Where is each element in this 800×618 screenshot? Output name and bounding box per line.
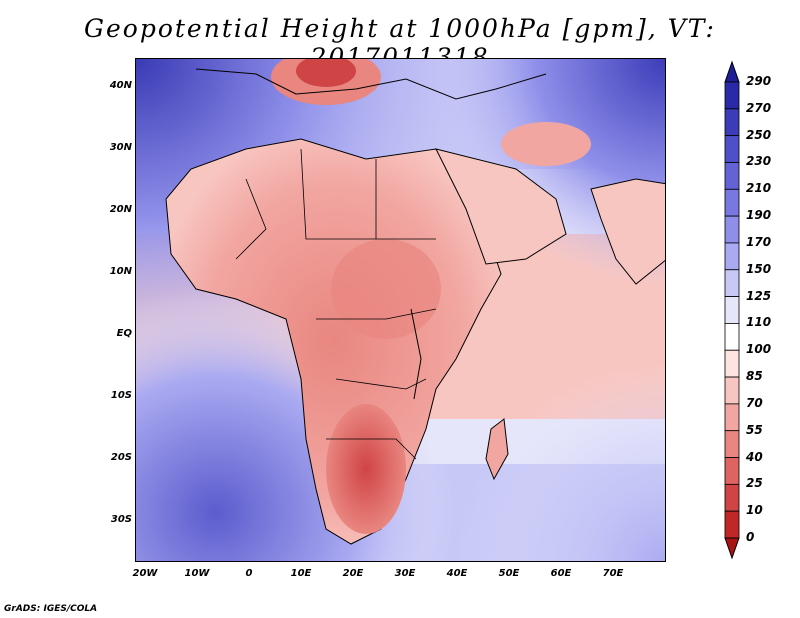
colorbar-tick-label: 270 bbox=[746, 100, 772, 115]
colorbar-swatch bbox=[724, 510, 740, 539]
colorbar-swatch bbox=[724, 81, 740, 110]
lon-label: 40E bbox=[446, 568, 468, 579]
colorbar-swatch bbox=[724, 457, 740, 485]
colorbar-tick-label: 40 bbox=[746, 449, 763, 464]
lon-label: 10E bbox=[290, 568, 312, 579]
lat-label: 20S bbox=[110, 452, 132, 463]
lat-label: 40N bbox=[109, 80, 132, 91]
lat-label: 10S bbox=[110, 390, 132, 401]
lat-label: 30S bbox=[110, 514, 132, 525]
colorbar-swatch bbox=[724, 483, 740, 512]
colorbar-swatch bbox=[724, 135, 740, 163]
colorbar-swatch bbox=[724, 376, 740, 405]
colorbar-swatches bbox=[724, 60, 740, 560]
lon-label: 20E bbox=[342, 568, 364, 579]
colorbar bbox=[724, 60, 740, 560]
colorbar-tick-label: 170 bbox=[746, 234, 772, 249]
colorbar-tick-label: 210 bbox=[746, 181, 772, 196]
lon-label: 30E bbox=[394, 568, 416, 579]
colorbar-swatch bbox=[724, 323, 740, 351]
colorbar-swatch bbox=[724, 108, 740, 137]
lon-label: 50E bbox=[498, 568, 520, 579]
credit-text: GrADS: IGES/COLA bbox=[4, 604, 98, 614]
colorbar-tick-label: 55 bbox=[746, 422, 763, 437]
colorbar-swatch bbox=[724, 403, 740, 432]
colorbar-swatch bbox=[724, 242, 740, 271]
colorbar-tick-label: 230 bbox=[746, 154, 772, 169]
colorbar-swatch bbox=[724, 215, 740, 244]
colorbar-tick-label: 85 bbox=[746, 369, 763, 384]
map-title: Geopotential Height at 1000hPa [gpm], VT… bbox=[84, 14, 716, 72]
colorbar-tick-label: 10 bbox=[746, 503, 763, 518]
colorbar-swatch bbox=[724, 162, 740, 190]
colorbar-swatch bbox=[724, 430, 740, 458]
colorbar-tick-label: 150 bbox=[746, 261, 772, 276]
lon-label: 60E bbox=[550, 568, 572, 579]
lat-label: EQ bbox=[116, 328, 132, 339]
colorbar-tick-label: 290 bbox=[746, 74, 772, 88]
colorbar-arrow-top bbox=[724, 60, 740, 83]
geopotential-field bbox=[136, 59, 665, 561]
colorbar-tick-label: 190 bbox=[746, 208, 772, 223]
colorbar-tick-label: 0 bbox=[746, 530, 755, 544]
colorbar-tick-label: 25 bbox=[746, 476, 763, 491]
map-panel bbox=[135, 58, 666, 562]
lon-label: 20W bbox=[132, 568, 158, 579]
colorbar-tick-label: 100 bbox=[746, 342, 772, 357]
colorbar-tick-label: 250 bbox=[746, 127, 772, 142]
lat-label: 20N bbox=[109, 204, 132, 215]
colorbar-swatch bbox=[724, 188, 740, 217]
colorbar-arrow-bottom bbox=[724, 537, 740, 560]
colorbar-tick-label: 125 bbox=[746, 288, 772, 303]
lon-label: 0 bbox=[245, 568, 253, 579]
lon-label: 10W bbox=[184, 568, 210, 579]
lat-label: 30N bbox=[109, 142, 132, 153]
lon-label: 70E bbox=[602, 568, 624, 579]
colorbar-swatch bbox=[724, 349, 740, 378]
colorbar-tick-label: 70 bbox=[746, 395, 763, 410]
colorbar-tick-label: 110 bbox=[746, 315, 772, 330]
colorbar-swatch bbox=[724, 269, 740, 297]
colorbar-swatch bbox=[724, 296, 740, 324]
lat-label: 10N bbox=[109, 266, 132, 277]
